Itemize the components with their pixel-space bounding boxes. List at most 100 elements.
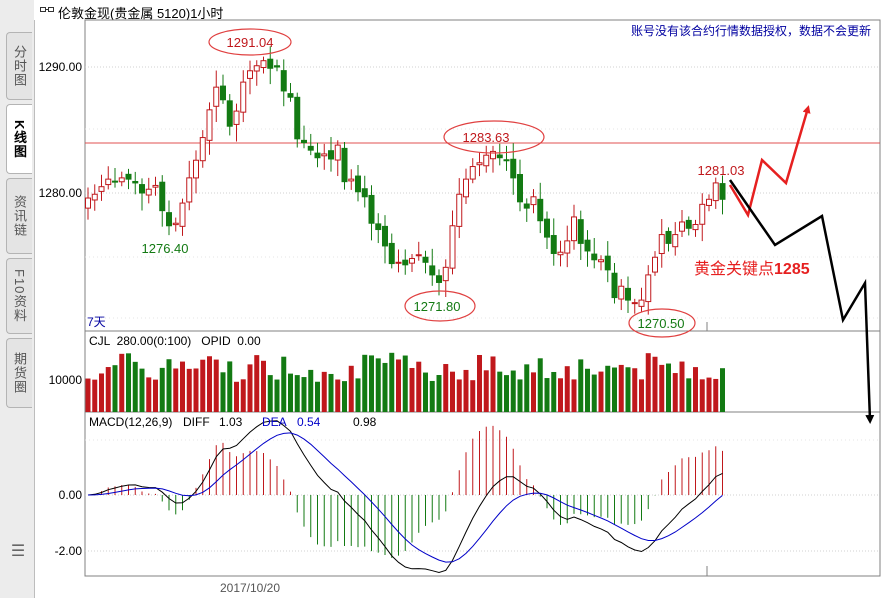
volume-bar [396,359,401,412]
candle-body [672,234,679,248]
tab-news-chain[interactable]: 资讯链 [6,178,32,254]
candle-body [496,154,503,159]
candle-body [220,85,226,101]
price-tick-1290: 1290.00 [39,60,83,74]
tab-timeshare[interactable]: 分时图 [6,32,32,100]
key-point-label: 黄金关键点1285 [694,260,810,278]
volume-bar [477,354,482,412]
volume-bar [267,375,273,412]
annotation-text-1276: 1276.40 [142,241,189,256]
data-authorization-notice: 账号没有该合约行情数据授权，数据不会更新 [630,24,871,38]
volume-bar [585,368,590,412]
price-grid [85,66,880,552]
volume-bar [497,371,503,412]
tab-futures-circle[interactable]: 期货圈 [6,338,32,408]
annotation-low-1271: 1271.80 [404,290,476,322]
candle-body [159,181,166,212]
candle-body [253,65,260,72]
candle-body [719,183,726,200]
volume-bar [301,377,307,412]
volume-bar [652,356,658,412]
volume-bar [618,364,624,412]
candle-body [409,258,415,264]
macd-diff-value: 1.03 [219,415,243,429]
candle-body [213,86,220,107]
tab-timeshare-label: 分时图 [12,45,27,87]
candle-body [375,223,382,231]
volume-bar [92,379,98,412]
candle-body [172,222,179,226]
tab-f10[interactable]: F10资料 [6,258,32,334]
volume-bar [294,375,300,412]
candle-body [523,203,530,209]
volume-bar [261,360,266,412]
candle-body [139,184,145,194]
candle-body [314,152,321,159]
volume-bar [254,355,260,412]
volume-bar [207,356,212,412]
volume-bar [328,373,334,412]
volume-bar [544,378,550,412]
tab-news-chain-label: 资讯链 [12,195,27,237]
volume-bar [348,365,354,412]
candle-body [341,147,348,183]
candle-body [247,70,253,79]
candle-body [706,198,712,206]
macd-histogram [94,425,723,558]
candle-body [631,302,638,305]
volume-bar [274,379,280,412]
candle-body [463,178,469,198]
candle-body [179,202,186,227]
volume-bar [166,359,172,412]
candle-body [598,259,604,263]
candle-body [618,285,625,300]
candle-body [382,225,388,247]
volume-bar [193,368,199,412]
volume-bar [335,379,341,412]
volume-bar [666,363,671,412]
candle-body [557,251,564,256]
candle-body [328,150,334,160]
volume-bar [551,371,557,412]
volume-bar [402,355,408,412]
volume-bar [510,370,516,412]
volume-bars [85,352,725,412]
volume-bar [186,368,192,412]
x-axis-date: 2017/10/20 [220,581,280,595]
tab-futures-circle-label: 期货圈 [12,352,27,394]
candle-body [429,265,436,276]
candle-body [226,100,233,127]
list-menu-icon[interactable]: ☰ [10,543,26,560]
annotation-high-1283: 1283.63 [443,120,545,154]
candle-body [132,180,139,184]
chart-link-icon[interactable] [40,5,54,14]
candle-body [321,153,328,157]
candle-body [294,96,301,140]
candle-body [638,299,645,307]
volume-bar [423,372,428,412]
candle-body [611,272,618,299]
volume-bar [524,364,530,412]
volume-bar [686,378,692,412]
volume-bar [632,368,638,412]
volume-bar [132,361,138,412]
candle-body [260,60,267,69]
candle-body [652,256,658,273]
candle-body [348,178,355,182]
candle-body [334,144,341,161]
volume-bar [119,353,125,412]
volume-bar [409,367,415,412]
candle-body [503,159,510,162]
tab-kline[interactable]: K线图 [6,104,32,174]
candle-body [415,254,422,257]
candle-body [125,173,132,180]
annotation-low-1270: 1270.50 [628,308,696,338]
volume-bar [220,372,226,412]
candle-body [645,274,652,303]
chart-title: 伦敦金现(贵金属 5120)1小时 [58,6,224,21]
candle-body [112,180,118,183]
volume-bar [490,356,496,412]
left-tab-bar: 分时图 K线图 资讯链 F10资料 期货圈 ☰ [0,0,35,598]
